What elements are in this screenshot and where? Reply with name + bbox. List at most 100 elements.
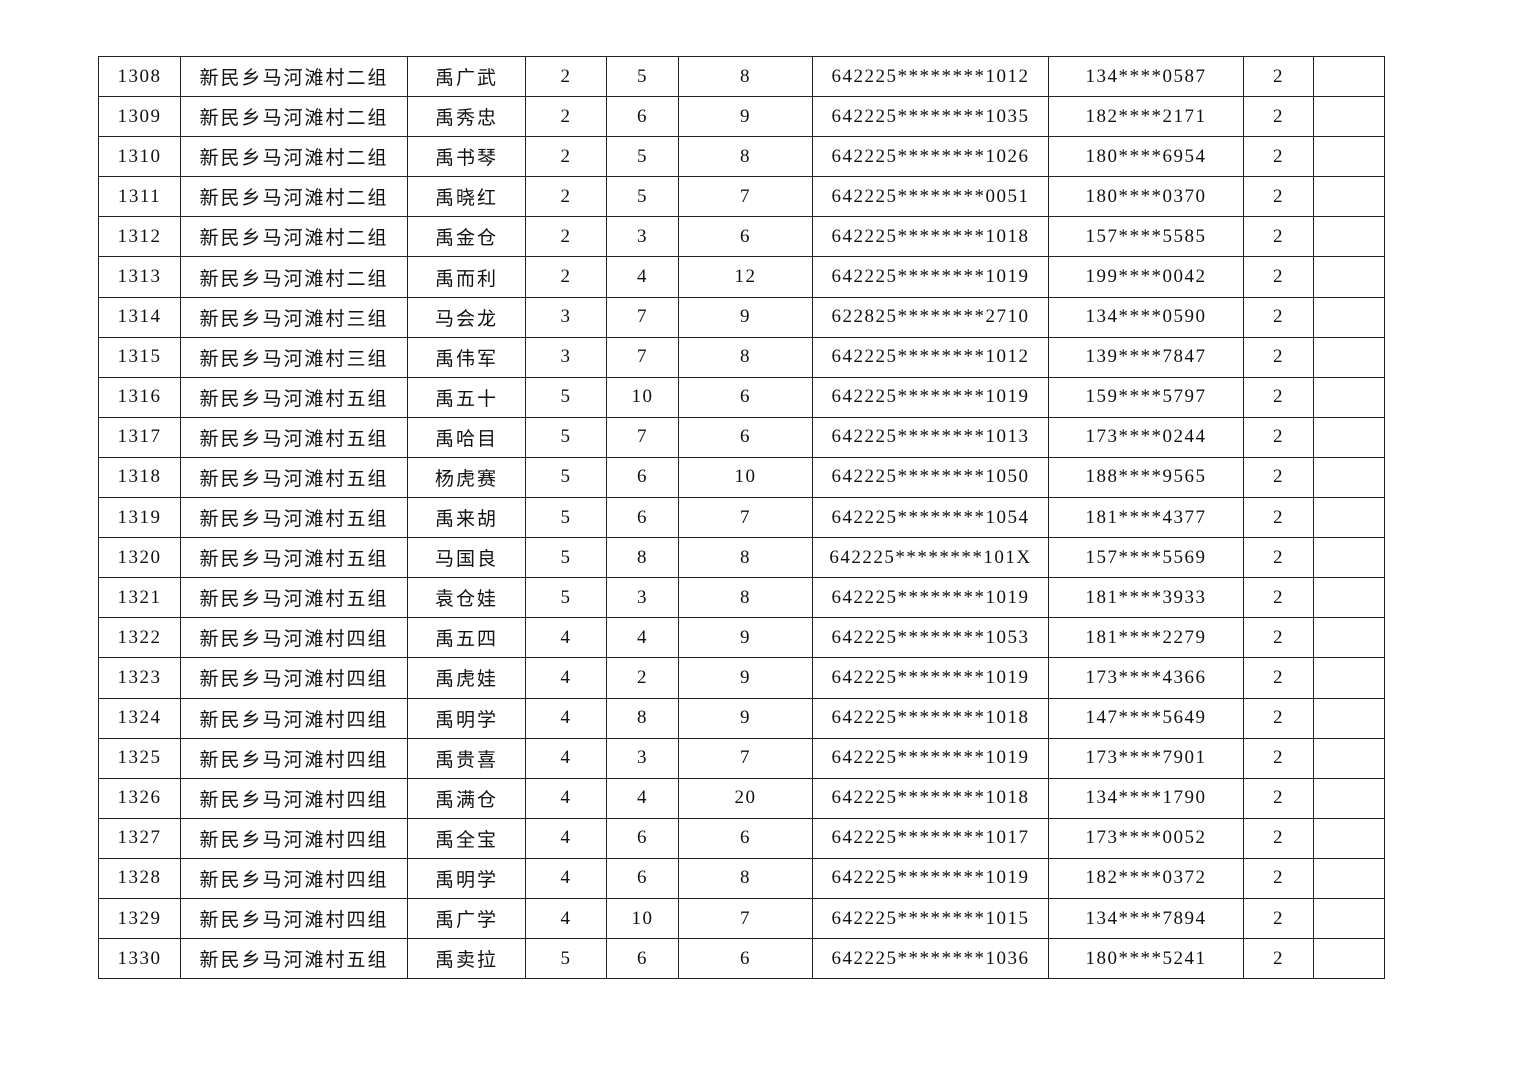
- cell-count-b: 20: [678, 777, 813, 819]
- cell-group-number: 2: [525, 55, 607, 98]
- cell-id-number: 642225********1018: [812, 777, 1049, 819]
- cell-id-number: 642225********1026: [812, 136, 1049, 178]
- cell-remark: [1313, 938, 1385, 980]
- cell-row-number: 1314: [98, 296, 181, 338]
- cell-count-a: 4: [606, 777, 679, 819]
- cell-phone-number: 173****4366: [1048, 657, 1244, 699]
- cell-address: 新民乡马河滩村五组: [180, 456, 408, 499]
- cell-row-number: 1317: [98, 416, 181, 458]
- cell-remark: [1313, 376, 1385, 418]
- cell-id-number: 642225********1013: [812, 416, 1049, 458]
- table-body: 1308 新民乡马河滩村二组 禹广武 2 5 8 642225********1012 134…: [98, 55, 1385, 980]
- cell-group-number: 3: [525, 296, 607, 338]
- cell-id-number: 642225********1017: [812, 817, 1049, 859]
- cell-address: 新民乡马河滩村四组: [180, 817, 408, 859]
- cell-address: 新民乡马河滩村二组: [180, 136, 408, 178]
- cell-row-number: 1308: [98, 55, 181, 98]
- cell-count-a: 10: [606, 376, 679, 418]
- cell-phone-number: 139****7847: [1048, 336, 1244, 378]
- table-row: 1316 新民乡马河滩村五组 禹五十 5 10 6 642225********1019 15…: [98, 376, 1385, 418]
- cell-phone-number: 157****5569: [1048, 537, 1244, 579]
- cell-remark: [1313, 697, 1385, 739]
- cell-person-name: 禹满仓: [407, 777, 526, 819]
- cell-group-number: 3: [525, 336, 607, 378]
- cell-remark: [1313, 617, 1385, 659]
- cell-group-number: 5: [525, 416, 607, 458]
- cell-count-b: 9: [678, 657, 813, 699]
- cell-id-number: 642225********1035: [812, 96, 1049, 138]
- cell-group-number: 4: [525, 657, 607, 699]
- cell-group-number: 2: [525, 256, 607, 298]
- table-row: 1322 新民乡马河滩村四组 禹五四 4 4 9 642225********1053 181…: [98, 617, 1385, 659]
- cell-person-name: 禹卖拉: [407, 938, 526, 980]
- cell-value: 2: [1243, 657, 1314, 699]
- cell-phone-number: 134****7894: [1048, 897, 1244, 940]
- table-row: 1310 新民乡马河滩村二组 禹书琴 2 5 8 642225********1026 180…: [98, 136, 1385, 178]
- cell-remark: [1313, 296, 1385, 338]
- cell-address: 新民乡马河滩村三组: [180, 296, 408, 338]
- cell-group-number: 2: [525, 96, 607, 138]
- cell-value: 2: [1243, 376, 1314, 418]
- cell-person-name: 禹金仓: [407, 216, 526, 258]
- cell-count-b: 7: [678, 497, 813, 539]
- cell-phone-number: 134****0587: [1048, 55, 1244, 98]
- cell-count-a: 5: [606, 55, 679, 98]
- cell-id-number: 642225********1012: [812, 336, 1049, 378]
- cell-count-b: 9: [678, 617, 813, 659]
- cell-phone-number: 181****2279: [1048, 617, 1244, 659]
- table-row: 1319 新民乡马河滩村五组 禹来胡 5 6 7 642225********1054 181…: [98, 497, 1385, 539]
- cell-address: 新民乡马河滩村四组: [180, 777, 408, 819]
- cell-count-b: 8: [678, 577, 813, 619]
- cell-count-a: 4: [606, 256, 679, 298]
- cell-address: 新民乡马河滩村五组: [180, 416, 408, 458]
- cell-row-number: 1309: [98, 96, 181, 138]
- cell-value: 2: [1243, 897, 1314, 940]
- cell-phone-number: 134****1790: [1048, 777, 1244, 819]
- table-row: 1312 新民乡马河滩村二组 禹金仓 2 3 6 642225********1018 157…: [98, 216, 1385, 258]
- cell-group-number: 4: [525, 857, 607, 899]
- cell-id-number: 642225********101X: [812, 537, 1049, 579]
- cell-row-number: 1323: [98, 657, 181, 699]
- cell-count-a: 5: [606, 176, 679, 218]
- table-row: 1317 新民乡马河滩村五组 禹哈目 5 7 6 642225********1013 173…: [98, 416, 1385, 458]
- cell-phone-number: 181****4377: [1048, 497, 1244, 539]
- cell-address: 新民乡马河滩村四组: [180, 657, 408, 699]
- cell-group-number: 5: [525, 497, 607, 539]
- cell-phone-number: 180****0370: [1048, 176, 1244, 218]
- cell-row-number: 1310: [98, 136, 181, 178]
- cell-group-number: 5: [525, 938, 607, 980]
- cell-row-number: 1322: [98, 617, 181, 659]
- cell-phone-number: 199****0042: [1048, 256, 1244, 298]
- cell-phone-number: 182****2171: [1048, 96, 1244, 138]
- cell-row-number: 1325: [98, 737, 181, 779]
- cell-count-a: 6: [606, 497, 679, 539]
- cell-remark: [1313, 136, 1385, 178]
- cell-count-a: 5: [606, 136, 679, 178]
- cell-count-a: 6: [606, 817, 679, 859]
- cell-remark: [1313, 497, 1385, 539]
- cell-group-number: 4: [525, 777, 607, 819]
- cell-person-name: 禹哈目: [407, 416, 526, 458]
- cell-count-a: 7: [606, 296, 679, 338]
- cell-row-number: 1327: [98, 817, 181, 859]
- cell-phone-number: 173****7901: [1048, 737, 1244, 779]
- cell-person-name: 袁仓娃: [407, 577, 526, 619]
- cell-count-b: 9: [678, 296, 813, 338]
- cell-remark: [1313, 577, 1385, 619]
- cell-value: 2: [1243, 96, 1314, 138]
- cell-remark: [1313, 817, 1385, 859]
- table-row: 1309 新民乡马河滩村二组 禹秀忠 2 6 9 642225********1035 182…: [98, 96, 1385, 138]
- cell-value: 2: [1243, 857, 1314, 899]
- cell-count-a: 3: [606, 577, 679, 619]
- table-row: 1320 新民乡马河滩村五组 马国良 5 8 8 642225********101X 157…: [98, 537, 1385, 579]
- cell-value: 2: [1243, 256, 1314, 298]
- cell-address: 新民乡马河滩村五组: [180, 537, 408, 579]
- cell-count-b: 6: [678, 376, 813, 418]
- cell-row-number: 1321: [98, 577, 181, 619]
- cell-value: 2: [1243, 55, 1314, 98]
- cell-count-a: 2: [606, 657, 679, 699]
- cell-phone-number: 182****0372: [1048, 857, 1244, 899]
- cell-remark: [1313, 96, 1385, 138]
- cell-person-name: 禹虎娃: [407, 657, 526, 699]
- cell-row-number: 1312: [98, 216, 181, 258]
